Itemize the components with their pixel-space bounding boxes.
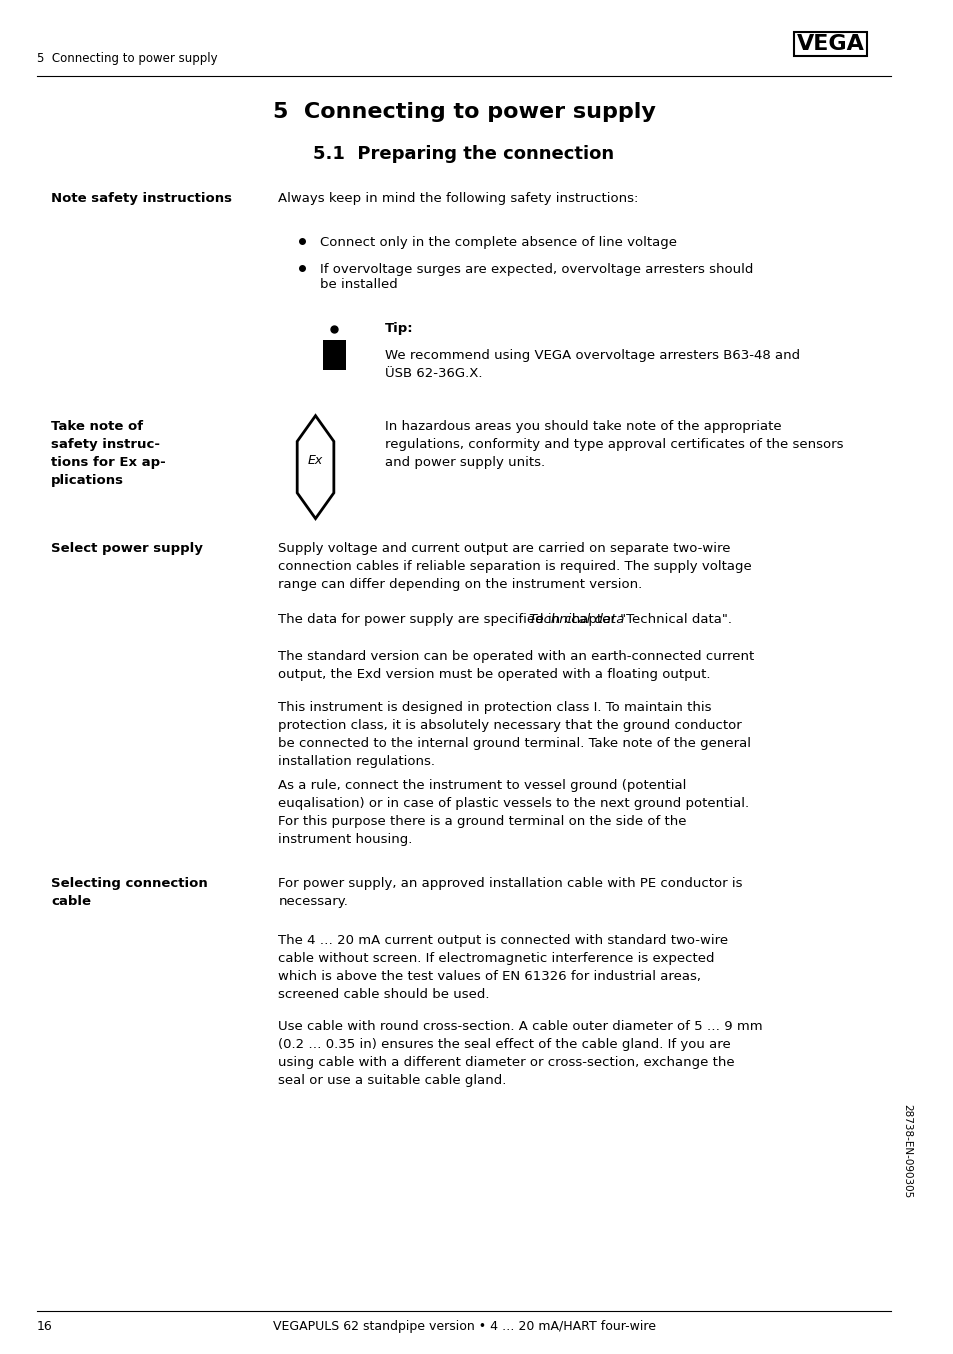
Text: VEGAPULS 62 standpipe version • 4 … 20 mA/HART four-wire: VEGAPULS 62 standpipe version • 4 … 20 m… xyxy=(273,1320,655,1334)
FancyBboxPatch shape xyxy=(323,340,346,370)
Text: 5.1  Preparing the connection: 5.1 Preparing the connection xyxy=(314,145,614,162)
Text: 5  Connecting to power supply: 5 Connecting to power supply xyxy=(37,51,217,65)
Text: We recommend using VEGA overvoltage arresters B63-48 and
ÜSB 62-36G.X.: We recommend using VEGA overvoltage arre… xyxy=(385,349,800,380)
Text: The standard version can be operated with an earth-connected current
output, the: The standard version can be operated wit… xyxy=(278,650,754,681)
Text: Connect only in the complete absence of line voltage: Connect only in the complete absence of … xyxy=(320,236,677,249)
Text: As a rule, connect the instrument to vessel ground (potential
euqalisation) or i: As a rule, connect the instrument to ves… xyxy=(278,779,749,845)
Text: Take note of
safety instruc-
tions for Ex ap-
plications: Take note of safety instruc- tions for E… xyxy=(51,420,166,486)
Text: In hazardous areas you should take note of the appropriate
regulations, conformi: In hazardous areas you should take note … xyxy=(385,420,842,468)
Text: 28738-EN-090305: 28738-EN-090305 xyxy=(902,1104,912,1198)
Text: If overvoltage surges are expected, overvoltage arresters should
be installed: If overvoltage surges are expected, over… xyxy=(320,263,753,291)
Text: Use cable with round cross-section. A cable outer diameter of 5 … 9 mm
(0.2 … 0.: Use cable with round cross-section. A ca… xyxy=(278,1020,762,1086)
Text: This instrument is designed in protection class I. To maintain this
protection c: This instrument is designed in protectio… xyxy=(278,701,751,768)
Text: Supply voltage and current output are carried on separate two-wire
connection ca: Supply voltage and current output are ca… xyxy=(278,542,751,590)
Text: Selecting connection
cable: Selecting connection cable xyxy=(51,877,208,909)
Text: The data for power supply are specified in chapter "Technical data".: The data for power supply are specified … xyxy=(278,613,732,627)
Text: Always keep in mind the following safety instructions:: Always keep in mind the following safety… xyxy=(278,192,639,206)
Text: Ex: Ex xyxy=(308,454,323,467)
Text: Select power supply: Select power supply xyxy=(51,542,203,555)
Text: For power supply, an approved installation cable with PE conductor is
necessary.: For power supply, an approved installati… xyxy=(278,877,742,909)
Text: Technical data: Technical data xyxy=(529,613,624,627)
Text: 16: 16 xyxy=(37,1320,52,1334)
Text: 5  Connecting to power supply: 5 Connecting to power supply xyxy=(273,102,655,122)
Text: Tip:: Tip: xyxy=(385,322,414,336)
Text: The 4 … 20 mA current output is connected with standard two-wire
cable without s: The 4 … 20 mA current output is connecte… xyxy=(278,934,728,1001)
Text: Note safety instructions: Note safety instructions xyxy=(51,192,232,206)
